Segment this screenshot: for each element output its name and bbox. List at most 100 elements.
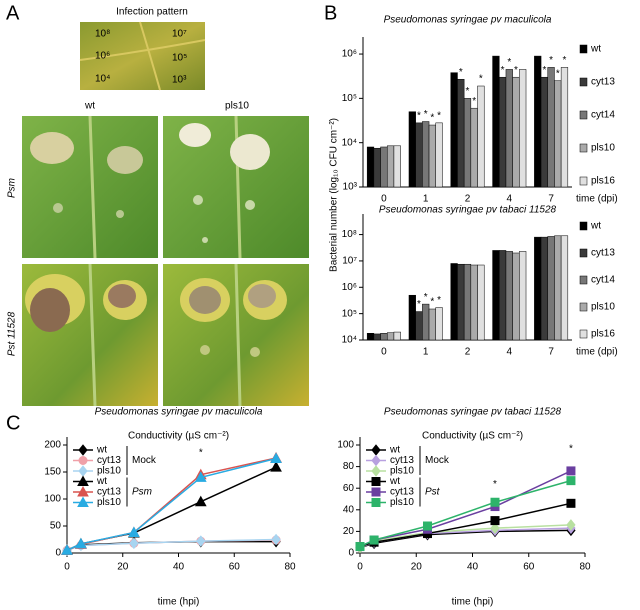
legend-swatch — [579, 110, 588, 120]
legend-marker — [371, 498, 381, 507]
x-axis-label: time (hpi) — [452, 597, 494, 608]
marker — [490, 516, 500, 526]
marker — [75, 537, 87, 549]
x-tick-label: 60 — [229, 562, 241, 573]
y-tick-label: 10³ — [343, 182, 358, 193]
legend-swatch — [579, 329, 588, 339]
bar — [492, 250, 500, 341]
marker — [566, 498, 576, 508]
legend-label: pls10 — [591, 302, 615, 313]
y-tick-label: 60 — [343, 483, 355, 494]
bar — [450, 72, 458, 188]
marker — [128, 526, 140, 537]
marker — [490, 497, 500, 507]
bar — [373, 147, 381, 188]
x-tick-label: 2 — [465, 347, 471, 358]
panel-label: A — [6, 2, 20, 24]
x-tick-label: 7 — [548, 194, 554, 205]
bar — [534, 55, 542, 188]
y-tick-label: 200 — [44, 440, 61, 451]
y-tick-label: 20 — [343, 526, 355, 537]
legend-marker — [371, 444, 381, 456]
marker — [270, 452, 282, 463]
marker — [369, 535, 379, 545]
significance: * — [493, 479, 497, 490]
legend-label: cyt13 — [97, 455, 121, 466]
significance: * — [417, 299, 421, 310]
y-tick-label: 10⁶ — [342, 49, 357, 60]
legend-label: cyt13 — [97, 487, 121, 498]
legend-label: pls16 — [591, 176, 615, 187]
significance: * — [563, 55, 567, 66]
legend-label: wt — [389, 445, 400, 456]
x-tick-label: 40 — [467, 562, 479, 573]
significance: * — [199, 447, 203, 458]
marker — [129, 537, 139, 550]
marker — [423, 521, 432, 531]
panel-label: C — [6, 412, 20, 434]
y-tick-label: 0 — [348, 548, 354, 559]
chart-title: Pseudomonas syringae pv tabaci 11528 — [384, 407, 562, 418]
bar — [519, 251, 527, 341]
legend-marker — [78, 444, 88, 456]
bar — [435, 307, 443, 341]
significance: * — [424, 292, 428, 303]
y-axis-label: Bacterial number (log₁₀ CFU cm⁻²) — [329, 118, 340, 272]
significance: * — [437, 111, 441, 122]
y-tick-label: 10⁴ — [342, 335, 357, 346]
bar — [422, 121, 430, 188]
x-tick-label: 0 — [381, 347, 387, 358]
x-tick-label: 20 — [411, 562, 423, 573]
marker — [271, 533, 281, 546]
bar — [380, 333, 388, 341]
legend-marker — [77, 485, 89, 497]
lesions — [25, 123, 287, 357]
legend-label: pls16 — [591, 329, 615, 340]
legend-swatch — [579, 77, 588, 87]
bar — [393, 145, 401, 188]
marker — [270, 461, 282, 472]
dilution: 10⁶ — [95, 51, 110, 62]
significance: * — [424, 109, 428, 120]
bar — [470, 264, 478, 341]
dilution: 10⁵ — [172, 53, 187, 64]
bar — [512, 252, 520, 341]
y-tick-label: 100 — [44, 494, 61, 505]
bar — [457, 78, 465, 188]
dilution: 10⁴ — [95, 74, 110, 85]
bar — [499, 76, 507, 188]
legend-label: wt — [590, 44, 601, 55]
legend-label: cyt13 — [390, 487, 414, 498]
significance: * — [501, 65, 505, 76]
bar — [415, 311, 423, 341]
legend-label: pls10 — [97, 466, 121, 477]
marker — [566, 519, 576, 531]
significance: * — [479, 74, 483, 85]
legend-label: cyt13 — [591, 77, 615, 88]
bar — [540, 236, 549, 341]
legend-marker — [371, 465, 381, 477]
x-tick-label: 1 — [423, 194, 429, 205]
x-tick-label: 7 — [548, 347, 554, 358]
bar — [470, 107, 478, 188]
x-tick-label: 80 — [284, 562, 296, 573]
y-tick-label: 10⁵ — [342, 93, 357, 104]
row-label: Pst 11528 — [7, 311, 18, 356]
legend-label: cyt13 — [591, 248, 615, 259]
significance: * — [549, 55, 553, 66]
marker — [490, 522, 500, 534]
significance: * — [430, 297, 434, 308]
marker — [61, 544, 73, 555]
legend-swatch — [579, 302, 588, 312]
bar — [534, 236, 542, 341]
legend-label: cyt13 — [390, 455, 414, 466]
bar — [386, 145, 395, 188]
bar — [422, 303, 430, 341]
significance: * — [430, 113, 434, 124]
bar — [499, 250, 507, 341]
legend-label: wt — [389, 476, 400, 487]
legend-label: pls10 — [97, 497, 121, 508]
y-tick-label: 10⁵ — [342, 308, 357, 319]
leaf-vein — [79, 21, 206, 91]
series-line — [66, 540, 277, 551]
